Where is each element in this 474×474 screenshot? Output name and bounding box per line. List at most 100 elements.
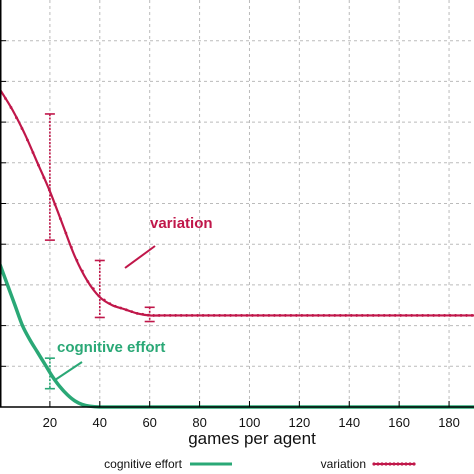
legend-label-cognitive-effort: cognitive effort (104, 457, 182, 471)
data-point-variation (218, 314, 221, 317)
legend-label-variation: variation (321, 457, 366, 471)
legend-marker-variation (384, 462, 388, 466)
data-point-variation (108, 302, 112, 306)
data-point-variation (179, 314, 183, 317)
x-tick-label: 160 (388, 415, 410, 430)
grid (0, 0, 474, 407)
data-point-variation (388, 314, 392, 317)
x-tick-labels: 20 40 60 80 100 120 140 160 180 (43, 415, 460, 430)
data-point-variation (157, 314, 161, 317)
data-point-variation (327, 314, 331, 317)
data-point-variation (130, 310, 134, 313)
data-point-variation (256, 314, 260, 317)
data-point-variation (75, 258, 79, 262)
data-point-variation (267, 314, 271, 317)
legend-marker-variation (412, 462, 416, 466)
data-point-variation (91, 287, 95, 291)
data-point-variation (338, 314, 342, 317)
data-point-variation (163, 314, 167, 317)
series-variation (0, 88, 474, 323)
data-point-variation (404, 314, 408, 317)
annotation-variation: variation (150, 215, 213, 232)
x-axis-title: games per agent (188, 429, 316, 448)
data-point-variation (421, 314, 425, 317)
data-point-variation (371, 314, 375, 317)
data-point-variation (415, 314, 419, 317)
data-point-variation (355, 314, 359, 317)
data-point-variation (152, 314, 156, 317)
x-tick-label: 140 (338, 415, 360, 430)
data-point-variation (113, 304, 117, 308)
data-point-variation (42, 176, 46, 180)
data-point-variation (316, 314, 320, 317)
data-point-variation (53, 202, 57, 206)
legend-marker-variation (404, 462, 408, 466)
data-point-variation (382, 314, 386, 317)
data-point-variation (344, 314, 348, 317)
legend: cognitive effort variation (104, 457, 416, 471)
data-point-variation (262, 314, 265, 317)
data-point-variation (229, 314, 232, 317)
annotation-cognitive-effort: cognitive effort (57, 339, 165, 356)
data-point-variation (443, 314, 446, 317)
data-point-variation (69, 245, 73, 249)
data-point-variation (124, 308, 128, 312)
data-point-variation (437, 314, 441, 317)
data-point-variation (20, 127, 24, 130)
legend-marker-variation (380, 462, 384, 466)
data-point-variation (294, 314, 298, 317)
data-point-variation (333, 314, 337, 317)
legend-marker-variation (408, 462, 412, 466)
data-point-variation (207, 314, 210, 317)
x-tick-label: 80 (192, 415, 206, 430)
data-point-variation (426, 314, 430, 317)
data-point-variation (289, 314, 293, 317)
annotation-variation-pointer (124, 245, 156, 269)
data-point-variation (102, 298, 106, 302)
data-point-variation (168, 314, 172, 317)
data-point-variation (283, 314, 287, 317)
data-point-variation (470, 314, 474, 317)
data-point-variation (448, 314, 452, 317)
data-point-variation (119, 306, 123, 310)
data-point-variation (223, 314, 227, 317)
axes (0, 0, 474, 408)
x-tick-label: 60 (142, 415, 156, 430)
legend-marker-variation (392, 462, 396, 466)
data-point-variation (141, 312, 145, 316)
x-tick-label: 100 (239, 415, 261, 430)
x-tick-label: 180 (438, 415, 460, 430)
data-point-variation (4, 97, 7, 100)
x-tick-label: 120 (289, 415, 311, 430)
legend-swatch-variation-markers (372, 462, 416, 466)
data-point-variation (454, 314, 457, 317)
annotation-cognitive-effort-pointer (54, 361, 83, 381)
data-point-variation (465, 314, 468, 317)
data-point-variation (300, 314, 304, 317)
legend-marker-variation (400, 462, 404, 466)
data-point-variation (174, 314, 178, 317)
data-point-variation (58, 217, 62, 221)
data-point-variation (190, 314, 194, 317)
legend-marker-variation (388, 462, 392, 466)
data-point-variation (80, 269, 84, 273)
data-point-variation (9, 106, 13, 109)
data-point-variation (212, 314, 216, 317)
data-point-variation (410, 314, 414, 317)
data-point-variation (64, 231, 68, 235)
data-point-variation (278, 314, 282, 317)
x-tick-label: 20 (43, 415, 57, 430)
data-point-variation (185, 314, 189, 317)
data-point-variation (399, 314, 403, 317)
data-point-variation (322, 314, 326, 317)
data-point-variation (311, 314, 315, 317)
data-point-variation (135, 311, 139, 315)
x-tick-label: 40 (93, 415, 107, 430)
data-point-variation (349, 314, 353, 317)
data-point-variation (26, 138, 29, 142)
data-point-variation (31, 151, 35, 154)
data-point-variation (240, 314, 243, 317)
data-point-variation (15, 116, 18, 120)
data-point-variation (366, 314, 370, 317)
